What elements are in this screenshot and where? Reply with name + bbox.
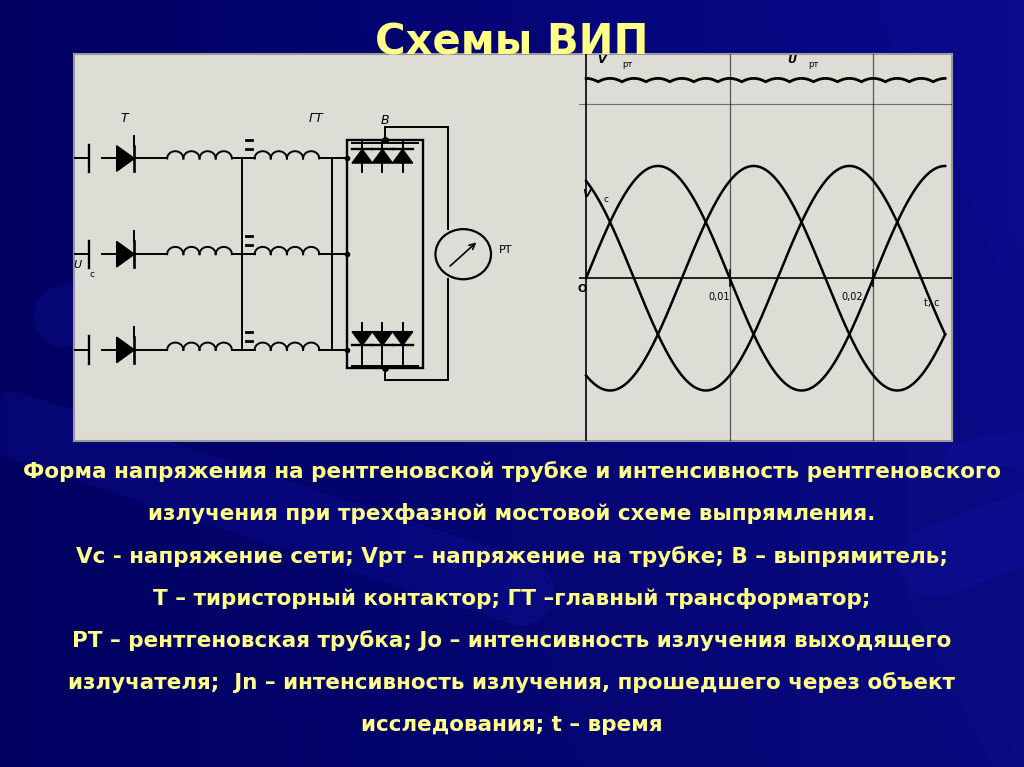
Text: V: V xyxy=(582,189,591,199)
Bar xyxy=(347,140,423,368)
Text: В: В xyxy=(381,114,389,127)
Text: РТ – рентгеновская трубка; Jo – интенсивность излучения выходящего: РТ – рентгеновская трубка; Jo – интенсив… xyxy=(73,630,951,651)
Polygon shape xyxy=(352,331,373,345)
Text: ГТ: ГТ xyxy=(309,112,324,125)
Text: исследования; t – время: исследования; t – время xyxy=(361,715,663,735)
Text: t, c: t, c xyxy=(924,298,939,308)
Text: Т – тиристорный контактор; ГТ –главный трансформатор;: Т – тиристорный контактор; ГТ –главный т… xyxy=(154,588,870,609)
Text: O: O xyxy=(578,284,587,294)
Text: U: U xyxy=(787,54,797,64)
Text: c: c xyxy=(603,195,608,204)
Polygon shape xyxy=(373,150,392,163)
Polygon shape xyxy=(117,146,134,171)
Polygon shape xyxy=(392,331,413,345)
Text: Т: Т xyxy=(121,112,128,125)
Polygon shape xyxy=(117,337,134,363)
Text: c: c xyxy=(90,270,95,279)
Text: Vc - напряжение сети; Vрт – напряжение на трубке; В – выпрямитель;: Vc - напряжение сети; Vрт – напряжение н… xyxy=(76,545,948,567)
Text: Схемы ВИП: Схемы ВИП xyxy=(375,21,649,63)
Text: V: V xyxy=(598,54,606,64)
Text: рт: рт xyxy=(622,60,633,69)
Text: рт: рт xyxy=(809,60,819,69)
FancyBboxPatch shape xyxy=(74,54,952,441)
Text: излучателя;  Jn – интенсивность излучения, прошедшего через объект: излучателя; Jn – интенсивность излучения… xyxy=(69,672,955,693)
Polygon shape xyxy=(392,150,413,163)
Polygon shape xyxy=(352,150,373,163)
Text: U: U xyxy=(74,260,82,270)
Polygon shape xyxy=(117,242,134,267)
Polygon shape xyxy=(373,331,392,345)
Text: излучения при трехфазной мостовой схеме выпрямления.: излучения при трехфазной мостовой схеме … xyxy=(148,503,876,525)
Text: Форма напряжения на рентгеновской трубке и интенсивность рентгеновского: Форма напряжения на рентгеновской трубке… xyxy=(23,461,1001,482)
Text: 0,01: 0,01 xyxy=(709,291,730,301)
Text: РТ: РТ xyxy=(499,245,512,255)
Text: 0,02: 0,02 xyxy=(842,291,863,301)
